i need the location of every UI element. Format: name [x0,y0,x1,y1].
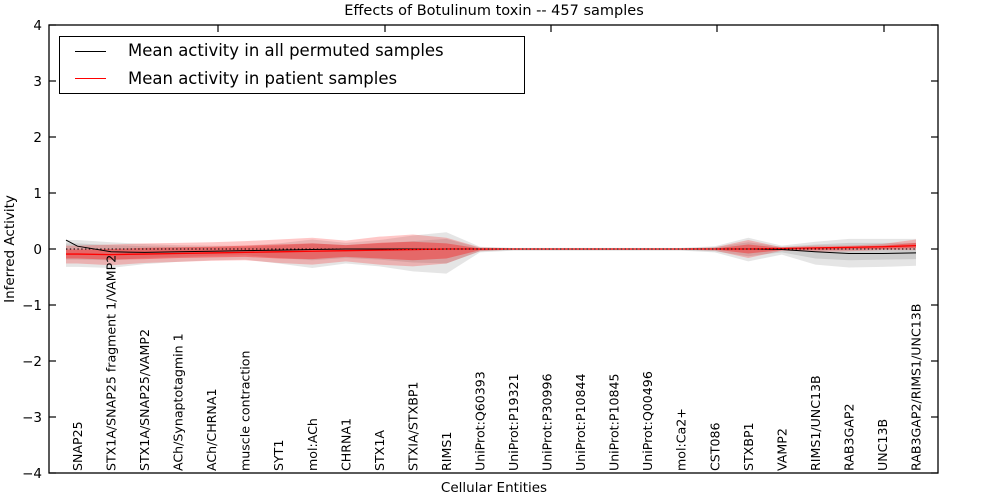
x-tick-label: STX1A/SNAP25 fragment 1/VAMP2 [104,255,119,471]
x-tick-label: RAB3GAP2 [841,404,856,472]
legend-label: Mean activity in patient samples [128,68,398,88]
y-tick-label: −3 [22,410,42,426]
y-tick-label: −2 [22,354,42,370]
x-tick-label: STXBP1 [741,422,756,471]
legend-line-swatch-patient [75,78,106,80]
band-permuted-spread-outer [66,232,916,274]
x-tick-label: mol:Ca2+ [674,408,689,471]
x-tick-label: SNAP25 [70,421,85,471]
x-tick-label: CST086 [707,422,722,471]
x-tick-label: STX1A/SNAP25/VAMP2 [137,329,152,471]
legend-item-permuted: Mean activity in all permuted samples [75,41,524,62]
x-tick-label: muscle contraction [238,351,253,471]
y-tick-label: 2 [33,130,42,146]
y-tick-label: −1 [22,298,42,314]
x-tick-label: STX1A [372,430,387,471]
legend-line-swatch-permuted [75,50,106,52]
band-patient-spread-inner [66,241,916,261]
legend-item-patient: Mean activity in patient samples [75,69,524,90]
mean-line-patient [66,244,917,256]
x-tick-label: UniProt:P19321 [506,373,521,471]
y-axis-ticks: 4 3 2 1 0 −1 −2 −3 −4 [22,18,938,482]
chart-title: Effects of Botulinum toxin -- 457 sample… [344,3,644,19]
x-axis-category-labels: SNAP25 STX1A/SNAP25 fragment 1/VAMP2 STX1A… [70,255,924,471]
band-permuted-spread-inner [66,238,916,264]
x-tick-label: UniProt:Q60393 [472,371,487,471]
y-tick-label: 0 [33,242,42,258]
x-tick-label: RAB3GAP2/RIMS1/UNC13B [909,304,924,471]
x-axis-top-ticks [217,25,885,32]
legend: Mean activity in all permuted samples Me… [59,36,525,94]
x-tick-label: UNC13B [875,419,890,471]
x-tick-label: ACh/Synaptotagmin 1 [171,333,186,471]
x-tick-label: CHRNA1 [338,418,353,471]
x-tick-label: RIMS1 [439,432,454,471]
x-axis-title: Cellular Entities [440,480,548,496]
x-tick-label: VAMP2 [774,428,789,471]
y-tick-label: 1 [33,186,42,202]
x-tick-label: UniProt:Q00496 [640,371,655,471]
band-patient-spread-outer [66,234,916,267]
x-tick-label: STXIA/STXBP1 [405,382,420,471]
x-tick-label: UniProt:P10844 [573,373,588,471]
x-tick-label: RIMS1/UNC13B [808,375,823,471]
x-tick-label: UniProt:P30996 [540,373,555,471]
y-tick-label: 4 [33,18,42,34]
y-tick-label: 3 [33,74,42,90]
y-axis-title: Inferred Activity [2,195,18,303]
legend-label: Mean activity in all permuted samples [128,40,444,60]
x-tick-label: UniProt:P10845 [607,373,622,471]
x-tick-label: ACh/CHRNA1 [204,389,219,471]
y-tick-label: −4 [22,466,42,482]
x-tick-label: SYT1 [271,440,286,471]
x-tick-label: mol:ACh [305,418,320,471]
